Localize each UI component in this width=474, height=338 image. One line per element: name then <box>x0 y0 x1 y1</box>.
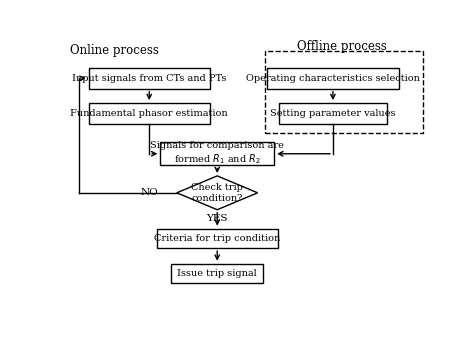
Text: Issue trip signal: Issue trip signal <box>177 269 257 278</box>
Bar <box>89 103 210 124</box>
Text: Offline process: Offline process <box>297 40 387 53</box>
Text: Fundamental phasor estimation: Fundamental phasor estimation <box>71 109 228 118</box>
Text: Setting parameter values: Setting parameter values <box>270 109 396 118</box>
Bar <box>265 51 423 133</box>
Text: YES: YES <box>207 214 228 223</box>
Text: Criteria for trip condition: Criteria for trip condition <box>154 234 280 243</box>
Text: Signals for comparison are
formed $R_1$ and $R_2$: Signals for comparison are formed $R_1$ … <box>150 141 284 166</box>
Text: Operating characteristics selection: Operating characteristics selection <box>246 74 420 83</box>
Text: Check trip
condition?: Check trip condition? <box>191 183 243 202</box>
Bar <box>267 68 399 89</box>
Text: NO: NO <box>141 188 158 197</box>
Text: Online process: Online process <box>70 45 159 57</box>
Bar <box>279 103 387 124</box>
Bar <box>160 142 274 166</box>
Text: Input signals from CTs and PTs: Input signals from CTs and PTs <box>72 74 227 83</box>
Bar <box>171 264 263 283</box>
Polygon shape <box>177 176 258 210</box>
Bar <box>156 228 278 248</box>
Bar <box>89 68 210 89</box>
